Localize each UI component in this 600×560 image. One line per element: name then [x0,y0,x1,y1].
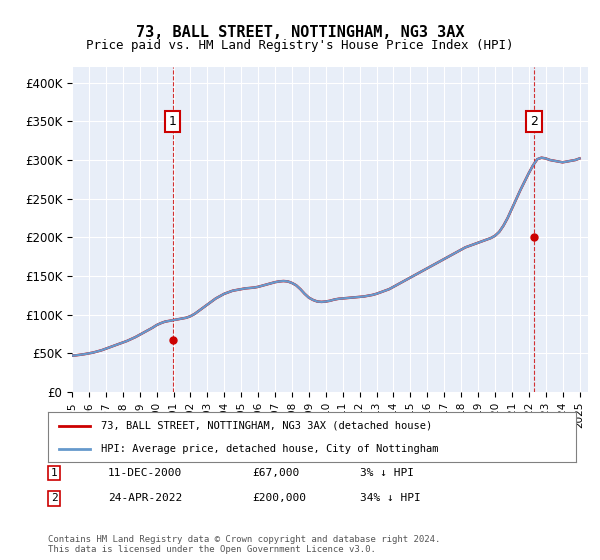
Text: 3% ↓ HPI: 3% ↓ HPI [360,468,414,478]
Text: 34% ↓ HPI: 34% ↓ HPI [360,493,421,503]
Text: £67,000: £67,000 [252,468,299,478]
Text: 73, BALL STREET, NOTTINGHAM, NG3 3AX (detached house): 73, BALL STREET, NOTTINGHAM, NG3 3AX (de… [101,421,432,431]
Text: 1: 1 [169,115,176,128]
Text: £200,000: £200,000 [252,493,306,503]
Text: Price paid vs. HM Land Registry's House Price Index (HPI): Price paid vs. HM Land Registry's House … [86,39,514,52]
Text: 73, BALL STREET, NOTTINGHAM, NG3 3AX: 73, BALL STREET, NOTTINGHAM, NG3 3AX [136,25,464,40]
Text: Contains HM Land Registry data © Crown copyright and database right 2024.
This d: Contains HM Land Registry data © Crown c… [48,535,440,554]
Text: 11-DEC-2000: 11-DEC-2000 [108,468,182,478]
Text: 1: 1 [50,468,58,478]
Text: 2: 2 [530,115,538,128]
Text: 2: 2 [50,493,58,503]
Text: HPI: Average price, detached house, City of Nottingham: HPI: Average price, detached house, City… [101,445,438,454]
Text: 24-APR-2022: 24-APR-2022 [108,493,182,503]
